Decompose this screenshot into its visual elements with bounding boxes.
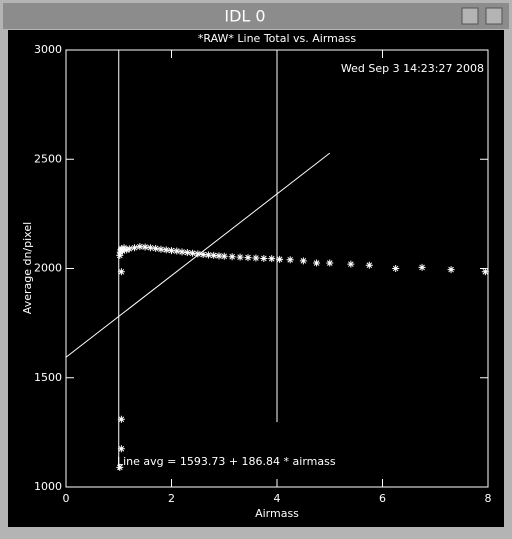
point — [131, 244, 139, 252]
point — [178, 248, 186, 256]
x-tick-label: 8 — [485, 492, 492, 505]
timestamp: Wed Sep 3 14:23:27 2008 — [341, 62, 484, 75]
point — [173, 247, 181, 255]
y-tick-label: 1500 — [34, 371, 62, 384]
point — [268, 255, 276, 263]
point — [146, 244, 154, 252]
y-tick-label: 1000 — [34, 480, 62, 493]
point — [117, 245, 125, 253]
point — [152, 244, 160, 252]
point — [210, 251, 218, 259]
point — [286, 256, 294, 264]
point — [168, 247, 175, 255]
point — [260, 254, 268, 262]
point — [141, 243, 149, 251]
chart-title: *RAW* Line Total vs. Airmass — [198, 32, 356, 45]
point — [252, 254, 260, 262]
point — [157, 245, 165, 253]
point — [418, 263, 426, 271]
plot-canvas — [8, 30, 504, 527]
maximize-button[interactable] — [485, 7, 503, 25]
point — [447, 266, 455, 274]
point — [220, 252, 228, 260]
point — [204, 251, 212, 259]
point — [347, 260, 355, 268]
point — [118, 247, 126, 255]
point — [299, 257, 307, 265]
point — [313, 259, 321, 267]
point — [276, 255, 284, 263]
minimize-button[interactable] — [461, 7, 479, 25]
point — [117, 268, 125, 276]
point — [123, 246, 131, 254]
point — [194, 250, 202, 258]
fit-label: Line avg = 1593.73 + 186.84 * airmass — [117, 455, 336, 468]
point — [244, 254, 252, 262]
x-tick-label: 6 — [379, 492, 386, 505]
x-axis-label: Airmass — [255, 507, 299, 520]
window-title: IDL 0 — [224, 7, 265, 26]
point — [162, 246, 170, 254]
x-tick-label: 2 — [168, 492, 175, 505]
point — [326, 259, 334, 267]
point — [228, 253, 236, 261]
y-tick-label: 2000 — [34, 262, 62, 275]
point — [116, 251, 124, 259]
title-bar — [3, 3, 509, 29]
point — [199, 251, 207, 259]
point — [236, 253, 244, 261]
y-axis-label: Average dn/pixel — [21, 222, 34, 314]
x-tick-label: 4 — [274, 492, 281, 505]
x-tick-label: 0 — [63, 492, 70, 505]
point — [183, 249, 191, 257]
point — [136, 243, 144, 251]
y-tick-label: 3000 — [34, 43, 62, 56]
point — [215, 252, 223, 260]
y-tick-label: 2500 — [34, 152, 62, 165]
point — [365, 261, 373, 269]
point — [481, 268, 489, 276]
point — [189, 249, 197, 257]
point — [117, 415, 125, 423]
point — [116, 248, 124, 256]
point — [116, 463, 124, 471]
point — [392, 265, 400, 272]
point — [117, 445, 125, 453]
point — [125, 245, 133, 253]
